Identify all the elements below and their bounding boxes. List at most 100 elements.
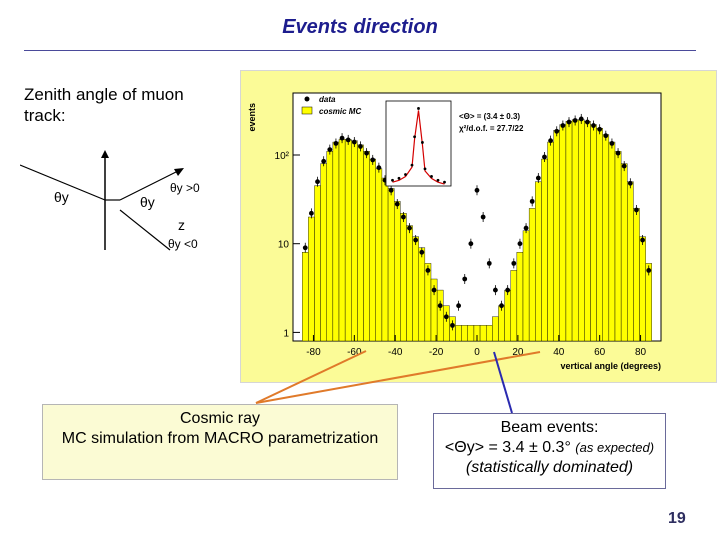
inset-annotation-mean: <Θ> = (3.4 ± 0.3) xyxy=(459,112,520,121)
mc-bar xyxy=(596,128,603,342)
legend-data-marker xyxy=(304,96,310,102)
data-point xyxy=(376,165,382,171)
mc-bar xyxy=(565,121,573,342)
data-point xyxy=(585,119,590,125)
mc-bar xyxy=(485,325,493,342)
inset-data-point xyxy=(436,178,440,182)
x-tick-label: 20 xyxy=(512,347,524,358)
mc-bar xyxy=(326,151,334,342)
mc-bar xyxy=(639,236,646,342)
legend-data-label: data xyxy=(319,95,336,104)
mc-bar xyxy=(369,158,377,342)
title-divider xyxy=(24,50,696,51)
data-point xyxy=(474,187,480,193)
mc-bar xyxy=(363,151,370,342)
data-point xyxy=(615,150,621,156)
inset-annotation-chi2: χ²/d.o.f. = 27.7/22 xyxy=(459,124,524,133)
legend-mc-label: cosmic MC xyxy=(319,107,361,116)
beam-caption-line3: (statistically dominated) xyxy=(465,459,634,476)
data-point xyxy=(358,144,363,149)
data-point xyxy=(578,116,584,122)
mc-bar xyxy=(627,181,634,342)
data-point xyxy=(364,150,369,156)
cosmic-caption-line1: Cosmic ray xyxy=(179,410,260,427)
mc-bar xyxy=(400,213,407,342)
slide-title: Events direction xyxy=(282,16,438,38)
mc-bar xyxy=(357,144,364,342)
mc-bar xyxy=(528,208,536,342)
data-point xyxy=(351,139,357,145)
mc-bar xyxy=(387,188,395,342)
data-point xyxy=(431,287,437,293)
data-point xyxy=(456,303,461,309)
data-point xyxy=(640,237,645,243)
data-point xyxy=(499,303,504,309)
inset-data-point xyxy=(423,167,427,171)
mc-bar xyxy=(320,163,327,342)
data-point xyxy=(566,119,572,125)
track-line-upper xyxy=(119,169,181,201)
data-point xyxy=(603,133,609,139)
y-tick-label: 10 xyxy=(278,240,290,251)
theta-positive-label: θy >0 xyxy=(170,181,200,195)
data-point xyxy=(388,187,394,193)
data-point xyxy=(493,287,498,293)
data-point xyxy=(523,225,529,231)
inset-data-point xyxy=(397,176,401,180)
theta-left-label: θy xyxy=(54,189,69,205)
data-point xyxy=(437,303,443,309)
data-point xyxy=(627,180,633,186)
mc-bar xyxy=(467,325,475,342)
mc-bar xyxy=(332,141,340,342)
inset-data-point xyxy=(421,141,424,144)
inset-data-point xyxy=(410,163,414,167)
theta-negative-label: θy <0 xyxy=(168,237,198,251)
mc-bar xyxy=(375,168,383,342)
data-point xyxy=(646,268,652,273)
mc-bar xyxy=(547,141,554,342)
cosmic-caption-box: Cosmic ray MC simulation from MACRO para… xyxy=(42,404,398,480)
data-point xyxy=(309,210,314,216)
x-tick-label: -60 xyxy=(347,347,362,358)
inset-fit-curve xyxy=(392,110,445,185)
x-tick-label: -40 xyxy=(388,347,403,358)
data-point xyxy=(517,241,523,247)
mc-bar xyxy=(308,216,315,342)
mc-bar xyxy=(645,263,652,342)
data-point xyxy=(327,147,333,153)
x-tick-label: 60 xyxy=(594,347,606,358)
mc-bar xyxy=(344,139,352,342)
mc-bar xyxy=(620,163,628,342)
x-tick-label: 40 xyxy=(553,347,565,358)
beam-note: (as expected) xyxy=(575,440,655,455)
mc-bar xyxy=(498,305,505,342)
mc-bar xyxy=(633,208,640,342)
data-point xyxy=(450,322,455,328)
mc-bar xyxy=(479,325,487,342)
data-point xyxy=(370,157,376,163)
z-axis-label: z xyxy=(178,217,185,233)
data-point xyxy=(443,314,449,320)
data-point xyxy=(401,214,406,220)
mc-bar xyxy=(602,134,610,342)
y-tick-label: 10² xyxy=(275,151,290,162)
y-tick-label: 1 xyxy=(283,328,289,339)
mc-bar xyxy=(516,252,524,342)
inset-data-point xyxy=(430,175,433,178)
data-point xyxy=(535,175,541,181)
histogram-chart: -80 -60 -40 -20 0 20 40 60 80 1 10 10² vertical angl… xyxy=(247,92,662,371)
mc-bar xyxy=(522,230,530,342)
mc-bar xyxy=(578,119,585,342)
beam-caption-box: Beam events: <Θy> = 3.4 ± 0.3° (as expec… xyxy=(433,413,666,489)
inset-data-point xyxy=(443,180,446,184)
mc-bar xyxy=(571,119,579,342)
track-line-left xyxy=(20,164,106,201)
data-point xyxy=(419,249,425,255)
mc-bar xyxy=(393,201,401,342)
x-axis-label: vertical angle (degrees) xyxy=(560,361,661,371)
data-point xyxy=(597,126,603,132)
data-point xyxy=(634,207,639,213)
x-tick-label: 0 xyxy=(474,347,480,358)
inset-data-point xyxy=(417,107,420,110)
x-tick-label: -20 xyxy=(429,347,444,358)
